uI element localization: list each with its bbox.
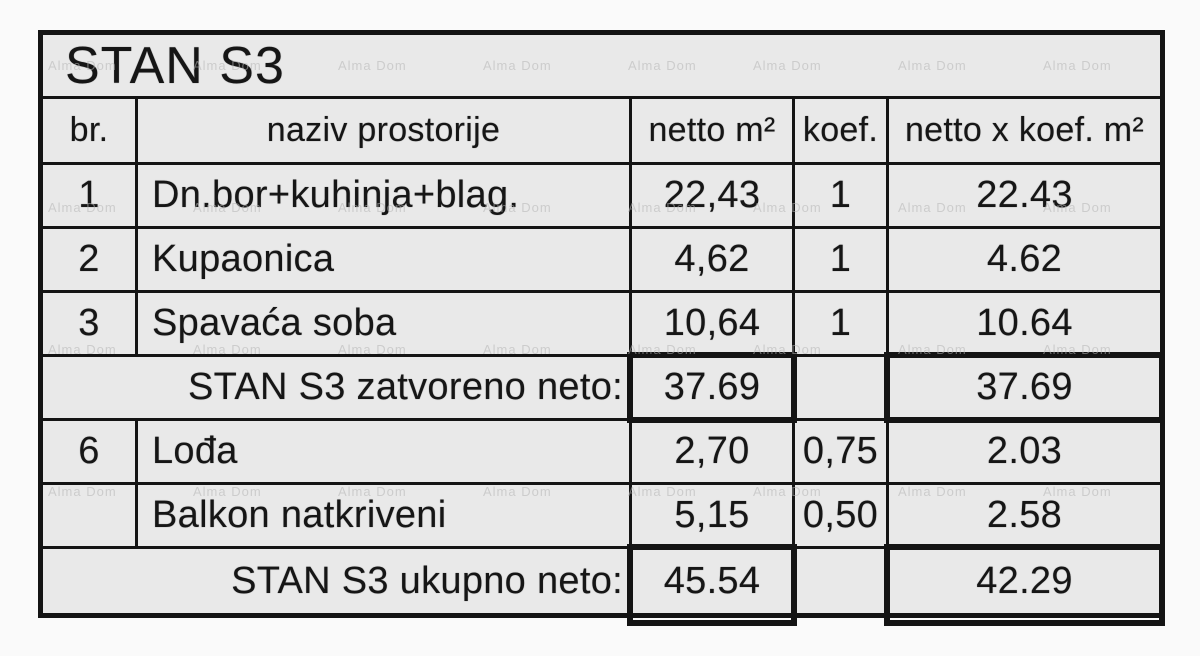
koef-cell [795,357,889,421]
summary-netto-cell: 45.54 [627,544,797,626]
summary-label-cell: STAN S3 ukupno neto: [43,549,632,613]
netto-cell: 22,43 [632,165,795,229]
row-number-cell: 2 [43,229,138,293]
row-number-cell: 6 [43,421,138,485]
room-name-cell: Kupaonica [138,229,632,293]
row-number-cell: 1 [43,165,138,229]
row-number-cell: 3 [43,293,138,357]
area-table: STAN S3 br. naziv prostorije netto m² ko… [38,30,1165,626]
koef-cell: 0,50 [795,485,889,549]
column-header-netto: netto m² [632,99,795,165]
netto-koef-cell: 22.43 [889,165,1160,229]
table-title: STAN S3 [43,35,1160,99]
room-name-cell: Lođa [138,421,632,485]
room-name-cell: Dn.bor+kuhinja+blag. [138,165,632,229]
netto-cell: 5,15 [632,485,795,549]
koef-cell [795,549,889,613]
netto-cell: 10,64 [632,293,795,357]
netto-koef-cell: 2.03 [889,421,1160,485]
room-name-cell: Balkon natkriveni [138,485,632,549]
row-number-cell [43,485,138,549]
koef-cell: 1 [795,229,889,293]
netto-koef-cell: 10.64 [889,293,1160,357]
koef-cell: 0,75 [795,421,889,485]
netto-koef-cell: 2.58 [889,485,1160,549]
koef-cell: 1 [795,293,889,357]
column-header-netto-koef: netto x koef. m² [889,99,1160,165]
summary-netto-koef-cell: 37.69 [884,352,1165,423]
column-header-br: br. [43,99,138,165]
column-header-naziv: naziv prostorije [138,99,632,165]
koef-cell: 1 [795,165,889,229]
summary-label-cell: STAN S3 zatvoreno neto: [43,357,632,421]
netto-cell: 4,62 [632,229,795,293]
column-header-koef: koef. [795,99,889,165]
summary-netto-koef-cell: 42.29 [884,544,1165,626]
netto-koef-cell: 4.62 [889,229,1160,293]
summary-netto-cell: 37.69 [627,352,797,423]
netto-cell: 2,70 [632,421,795,485]
room-name-cell: Spavaća soba [138,293,632,357]
